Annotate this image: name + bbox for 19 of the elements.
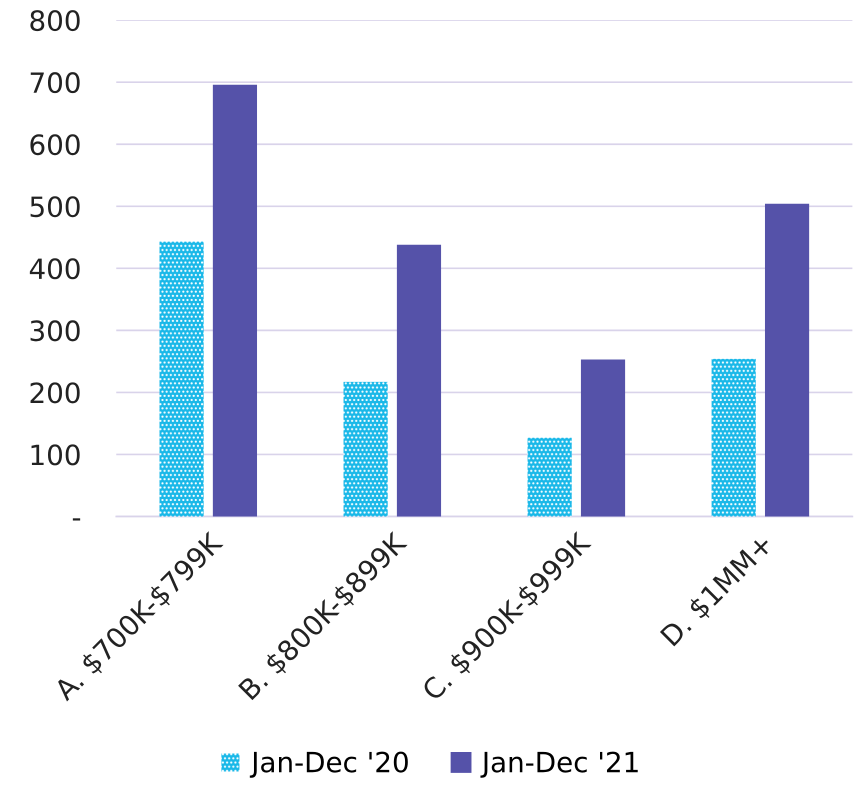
bar <box>159 242 204 516</box>
y-tick-label: 600 <box>30 134 80 156</box>
bar <box>712 358 756 516</box>
y-tick-label: 500 <box>30 196 80 218</box>
bar <box>396 244 442 516</box>
bar <box>764 204 810 516</box>
legend-label: Jan-Dec '20 <box>250 752 408 778</box>
bar <box>580 360 626 516</box>
y-tick-label: 700 <box>30 72 80 94</box>
y-tick-label: - <box>72 518 80 521</box>
y-tick-label: 300 <box>30 320 80 342</box>
bar <box>344 382 388 516</box>
y-tick-label: 400 <box>30 258 80 280</box>
bar <box>212 84 258 516</box>
y-tick-label: 100 <box>32 444 80 466</box>
legend-label: Jan-Dec '21 <box>480 752 638 778</box>
y-tick-label: 200 <box>30 382 80 404</box>
y-tick-label: 800 <box>30 10 80 32</box>
bar <box>528 438 572 516</box>
